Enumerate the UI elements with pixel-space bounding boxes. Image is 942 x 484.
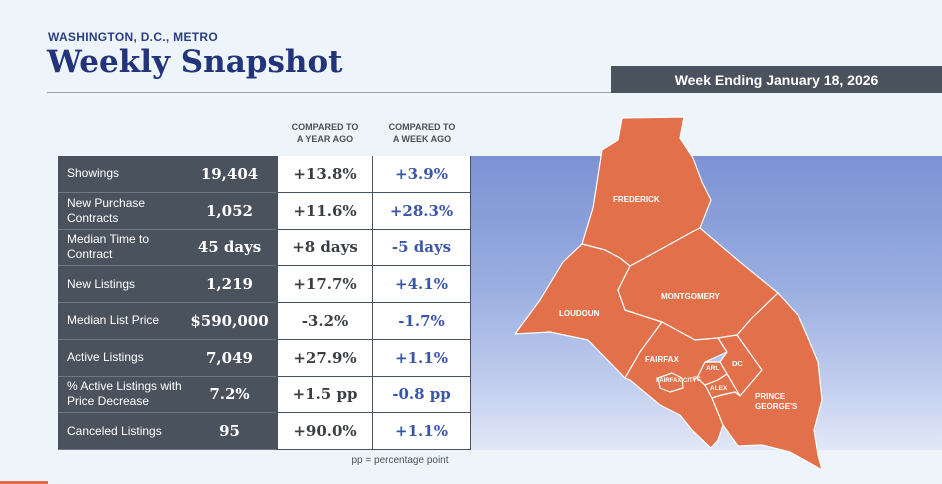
- header-divider: [47, 92, 940, 93]
- metric-value: 45 days: [183, 229, 276, 267]
- metric-year-change: +1.5 pp: [276, 376, 373, 414]
- metric-label: Showings: [58, 156, 183, 193]
- metric-year-change: -3.2%: [276, 303, 373, 340]
- metric-week-change: +28.3%: [373, 192, 471, 230]
- metric-value: 7,049: [183, 339, 276, 377]
- table-row: Showings 19,404 +13.8% +3.9%: [58, 156, 471, 193]
- metric-year-change: +8 days: [276, 229, 373, 267]
- label-prince-georges-line1: PRINCE: [755, 392, 786, 401]
- table-row: New Listings 1,219 +17.7% +4.1%: [58, 266, 471, 303]
- footnote: pp = percentage point: [351, 455, 449, 466]
- metric-year-change: +90.0%: [276, 413, 373, 450]
- metric-label: New Purchase Contracts: [58, 192, 183, 230]
- metric-week-change: +1.1%: [373, 339, 471, 377]
- label-dc: DC: [732, 359, 743, 368]
- metric-label: Canceled Listings: [58, 413, 183, 450]
- metric-year-change: +27.9%: [276, 339, 373, 377]
- metric-value: $590,000: [183, 303, 276, 340]
- label-fairfax-city: FAIRFAX CITY: [656, 378, 697, 384]
- table-row: Median Time to Contract 45 days +8 days …: [58, 229, 471, 267]
- label-loudoun: LOUDOUN: [559, 309, 600, 318]
- label-prince-georges-line2: GEORGE'S: [755, 402, 798, 411]
- label-arl: ARL: [706, 365, 719, 372]
- label-prince-georges: PRINCE GEORGE'S: [755, 392, 798, 411]
- label-frederick: FREDERICK: [613, 195, 660, 204]
- metric-year-change: +13.8%: [276, 156, 373, 193]
- table-row: Canceled Listings 95 +90.0% +1.1%: [58, 413, 471, 450]
- metric-value: 95: [183, 413, 276, 450]
- metric-value: 7.2%: [183, 376, 276, 414]
- metric-week-change: +3.9%: [373, 156, 471, 193]
- metrics-table: Showings 19,404 +13.8% +3.9% New Purchas…: [58, 156, 471, 450]
- label-fairfax: FAIRFAX: [645, 355, 679, 364]
- label-montgomery: MONTGOMERY: [661, 292, 720, 301]
- col-header-week: COMPARED TO A WEEK AGO: [388, 122, 456, 144]
- corner-accent: [0, 481, 48, 484]
- metric-label: Median Time to Contract: [58, 229, 183, 267]
- metric-week-change: -5 days: [373, 229, 471, 267]
- metric-week-change: +1.1%: [373, 413, 471, 450]
- page-title: Weekly Snapshot: [47, 44, 343, 80]
- region-subtitle: WASHINGTON, D.C., METRO: [48, 30, 219, 44]
- metric-label: % Active Listings with Price Decrease: [58, 376, 183, 414]
- metric-year-change: +17.7%: [276, 266, 373, 303]
- metric-week-change: +4.1%: [373, 266, 471, 303]
- metric-value: 19,404: [183, 156, 276, 193]
- metric-value: 1,219: [183, 266, 276, 303]
- metric-label: New Listings: [58, 266, 183, 303]
- metric-label: Median List Price: [58, 303, 183, 340]
- metric-value: 1,052: [183, 192, 276, 230]
- metric-week-change: -1.7%: [373, 303, 471, 340]
- table-row: Active Listings 7,049 +27.9% +1.1%: [58, 339, 471, 377]
- label-fc: FC: [693, 377, 702, 383]
- prince-georges-county: [711, 292, 823, 471]
- table-row: Median List Price $590,000 -3.2% -1.7%: [58, 303, 471, 340]
- metric-year-change: +11.6%: [276, 192, 373, 230]
- metric-label: Active Listings: [58, 339, 183, 377]
- metric-week-change: -0.8 pp: [373, 376, 471, 414]
- label-alex: ALEX: [710, 385, 728, 392]
- table-row: New Purchase Contracts 1,052 +11.6% +28.…: [58, 192, 471, 230]
- week-ending-banner: Week Ending January 18, 2026: [611, 66, 942, 93]
- table-row: % Active Listings with Price Decrease 7.…: [58, 376, 471, 414]
- fairfax-city: [657, 372, 684, 393]
- col-header-year: COMPARED TO A YEAR AGO: [291, 122, 359, 144]
